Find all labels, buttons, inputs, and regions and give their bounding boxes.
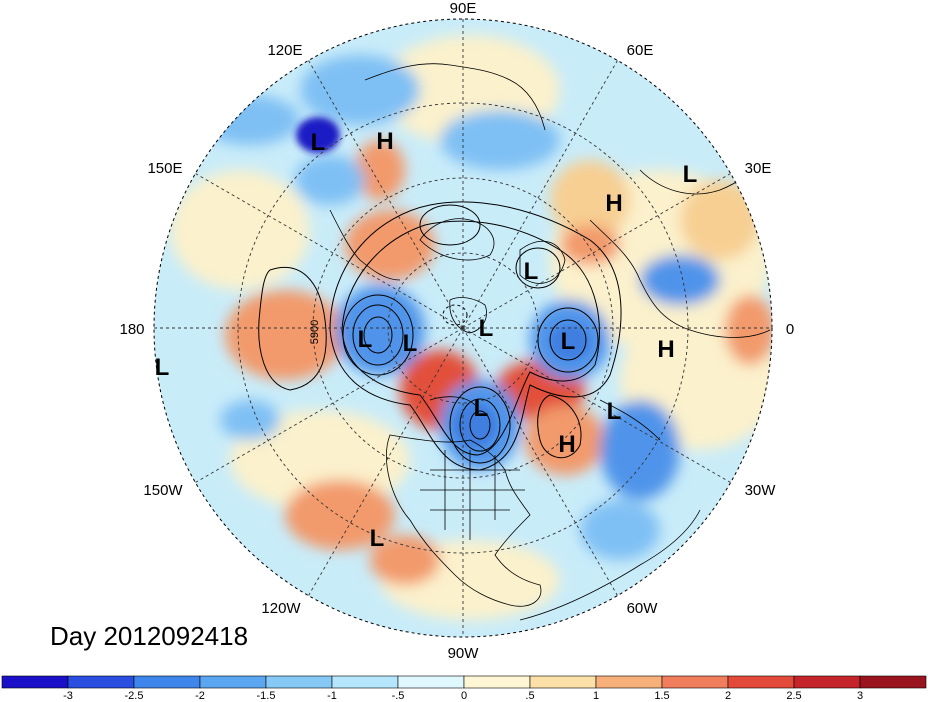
colorbar-swatch xyxy=(133,675,201,689)
colorbar-swatch xyxy=(661,675,729,689)
pressure-center: L xyxy=(479,315,494,342)
pressure-center: L xyxy=(524,258,539,285)
pressure-center: L xyxy=(370,525,385,552)
lon-label-90w: 90W xyxy=(448,645,480,662)
colorbar-tick-label: -3 xyxy=(63,690,73,702)
colorbar-tick-label: -2 xyxy=(195,690,205,702)
longitude-labels: 90E 60E 120E 30E 150E 180 0 150W 30W 120… xyxy=(119,0,794,662)
colorbar-swatch xyxy=(1,675,69,689)
day-label: Day 2012092418 xyxy=(50,621,248,651)
pressure-center: L xyxy=(403,330,418,357)
colorbar-tick-label: 3 xyxy=(857,690,863,702)
colorbar-swatch xyxy=(331,675,399,689)
colorbar-tick-label: -1 xyxy=(327,690,337,702)
colorbar-tick-label: 2 xyxy=(725,690,731,702)
colorbar-tick-label: 1.5 xyxy=(654,690,669,702)
pressure-center: H xyxy=(558,431,575,458)
lon-label-60e: 60E xyxy=(627,42,654,59)
colorbar-swatch xyxy=(265,675,333,689)
pressure-center: H xyxy=(657,336,674,363)
pressure-center: L xyxy=(561,328,576,355)
pressure-center: H xyxy=(605,190,622,217)
colorbar-tick-label: 2.5 xyxy=(786,690,801,702)
pressure-center: L xyxy=(358,326,373,353)
lon-label-180: 180 xyxy=(119,321,144,338)
colorbar-tick-label: -1.5 xyxy=(257,690,276,702)
colorbar-swatch xyxy=(859,675,927,689)
pressure-center: H xyxy=(376,128,393,155)
colorbar-swatch xyxy=(463,675,531,689)
colorbar-tick-label: 0 xyxy=(461,690,467,702)
lon-label-0: 0 xyxy=(786,321,794,338)
colorbar-swatch xyxy=(397,675,465,689)
pressure-center: L xyxy=(474,395,489,422)
colorbar-swatch xyxy=(793,675,861,689)
contour-label: 5900 xyxy=(309,320,321,344)
pressure-center: L xyxy=(607,398,622,425)
lon-label-120w: 120W xyxy=(261,600,301,617)
pressure-center: L xyxy=(683,161,698,188)
colorbar-swatch xyxy=(727,675,795,689)
colorbar-swatch xyxy=(199,675,267,689)
colorbar-swatch xyxy=(529,675,597,689)
pressure-center: L xyxy=(311,129,326,156)
lon-label-60w: 60W xyxy=(627,600,659,617)
colorbar-tick-label: -2.5 xyxy=(125,690,144,702)
lon-label-120e: 120E xyxy=(267,42,302,59)
pressure-centers: L H L H L L L L L H L L H L L xyxy=(155,128,698,552)
lon-label-150e: 150E xyxy=(147,160,182,177)
lon-label-30e: 30E xyxy=(745,160,772,177)
colorbar-tick-label: 1 xyxy=(593,690,599,702)
colorbar-swatch xyxy=(595,675,663,689)
colorbar-swatch xyxy=(67,675,135,689)
graticule xyxy=(154,19,772,637)
lon-label-30w: 30W xyxy=(745,482,777,499)
pressure-center: L xyxy=(155,354,170,381)
lon-label-90e: 90E xyxy=(450,0,477,17)
colorbar-tick-label: .5 xyxy=(525,690,534,702)
globe-outline xyxy=(153,18,773,638)
colorbar: -3 -2.5 -2 -1.5 -1 -.5 0 .5 1 1.5 2 2.5 3 xyxy=(1,675,927,702)
colorbar-tick-label: -.5 xyxy=(392,690,405,702)
lon-label-150w: 150W xyxy=(143,482,183,499)
